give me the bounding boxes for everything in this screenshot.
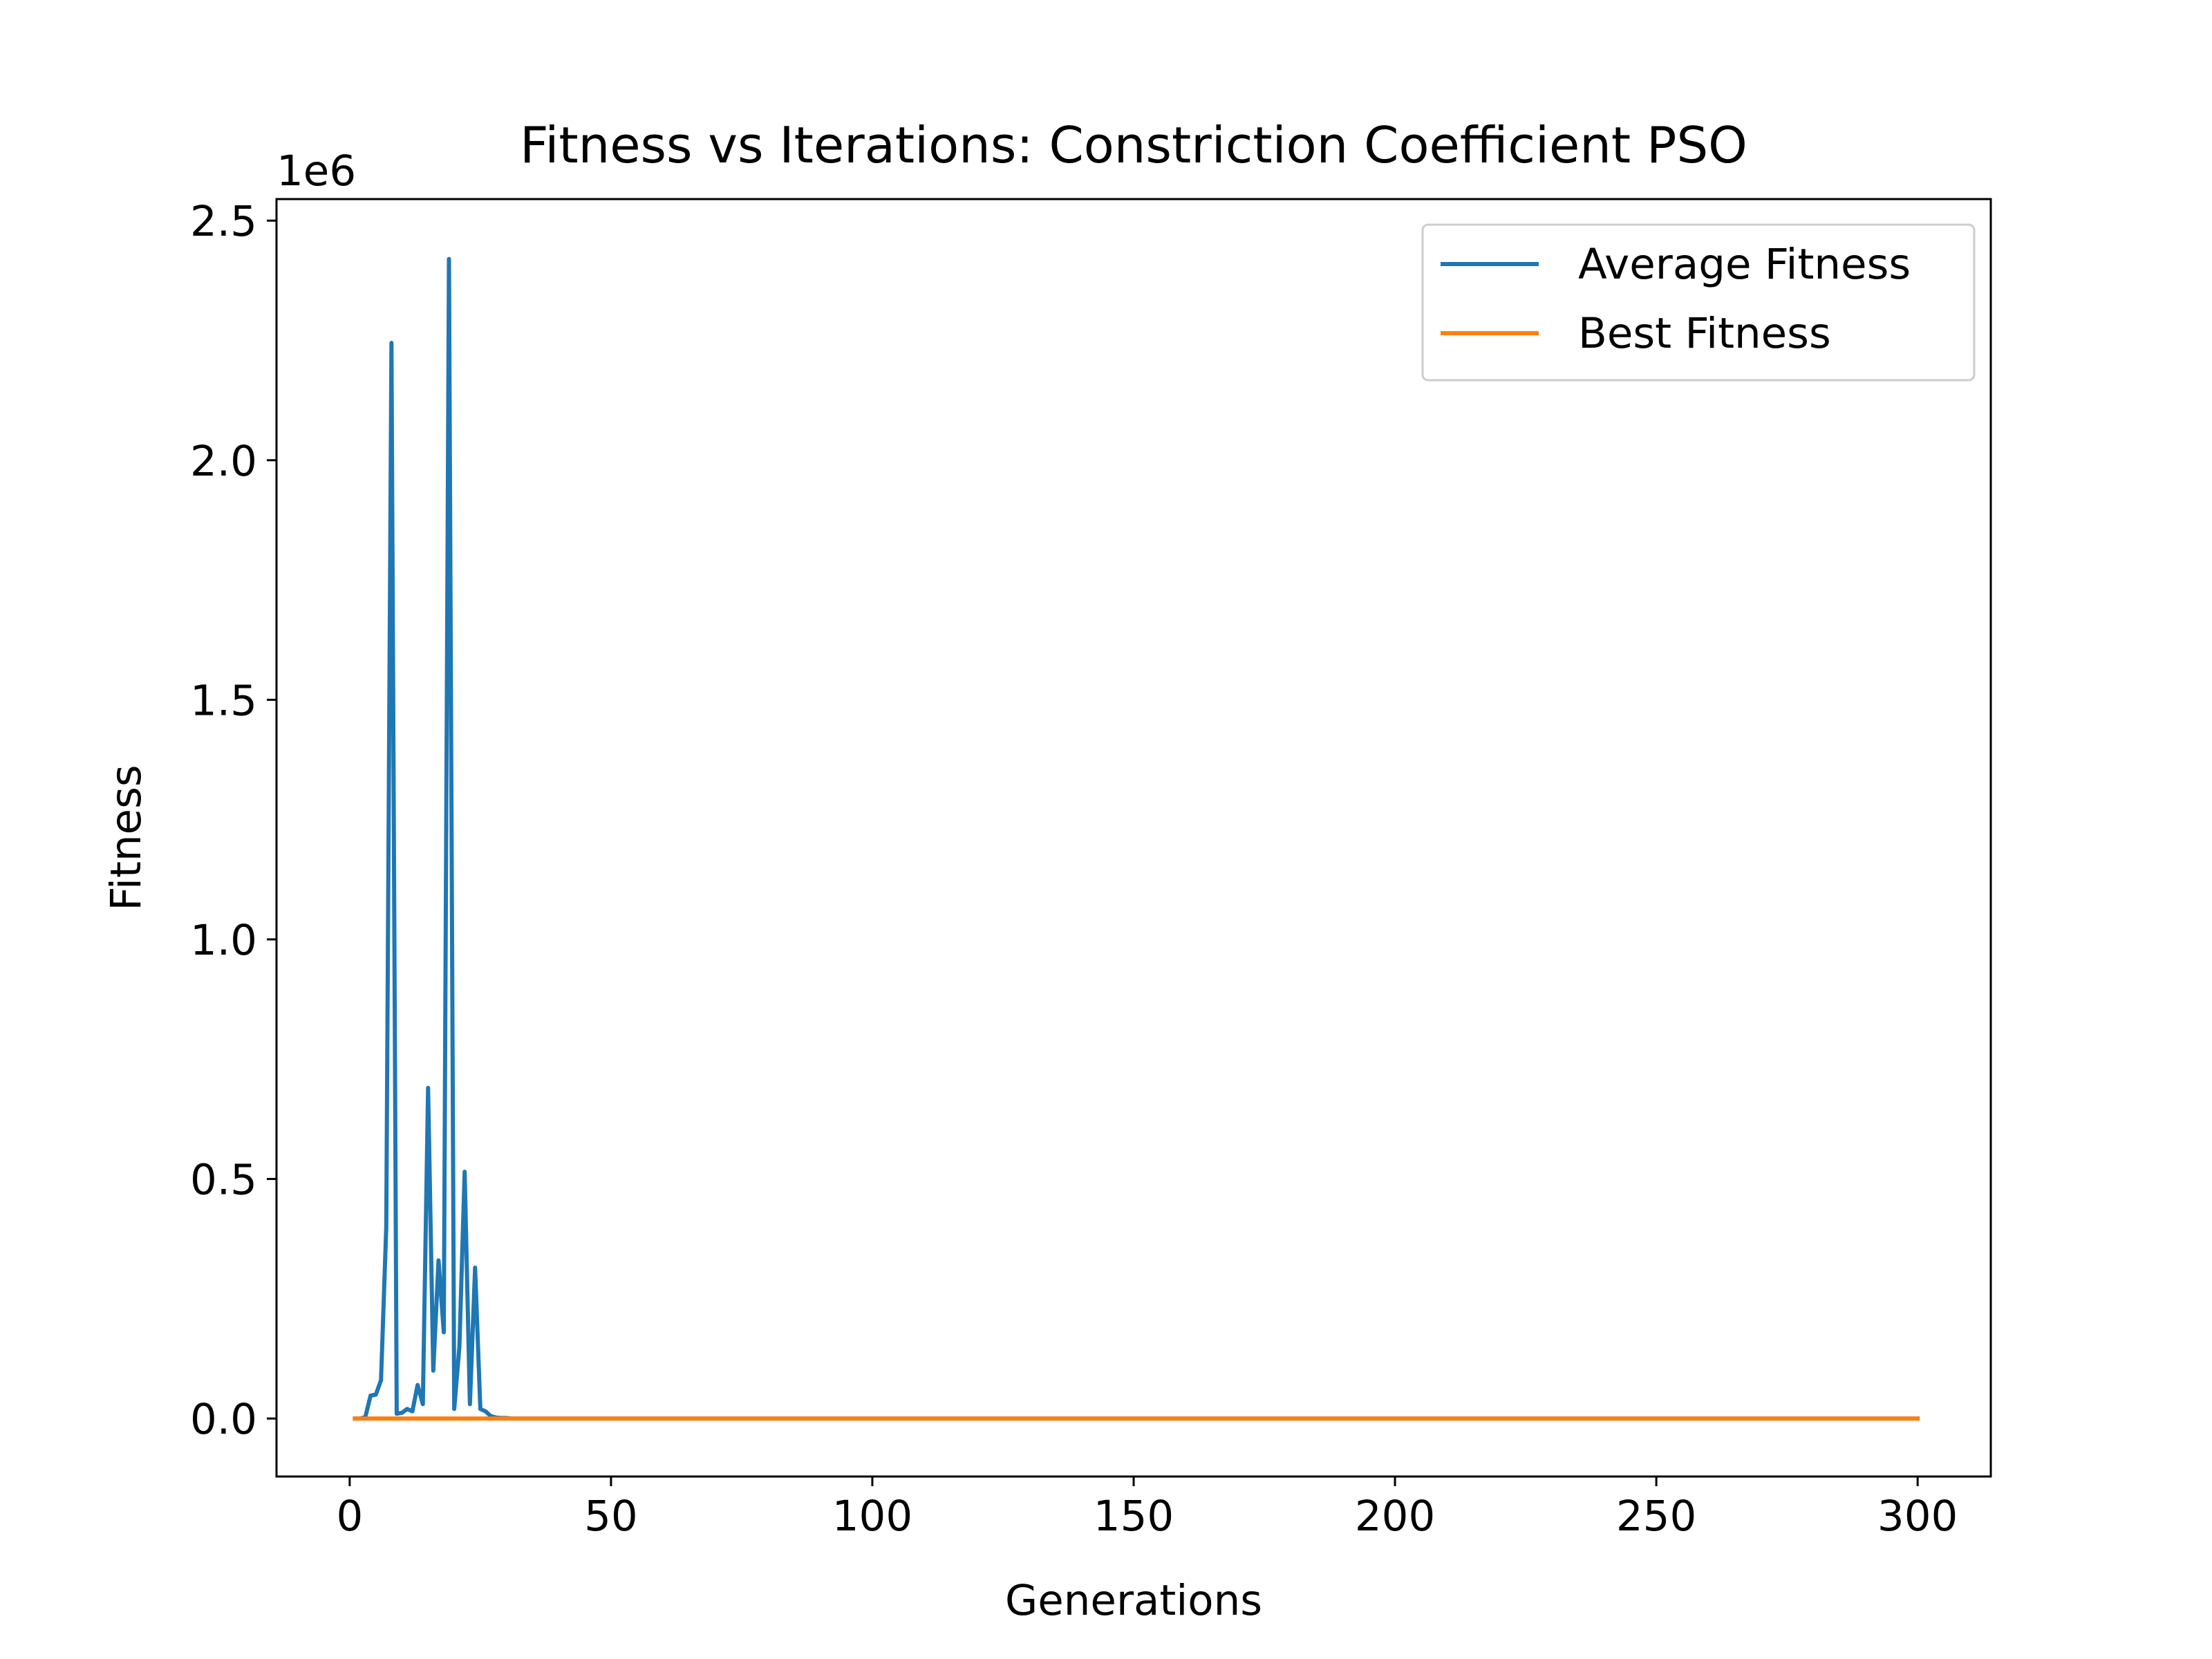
y-tick-label: 0.0 xyxy=(190,1395,257,1444)
x-tick-label: 200 xyxy=(1355,1492,1435,1541)
x-tick-label: 50 xyxy=(584,1492,638,1541)
y-tick-label: 1.5 xyxy=(190,676,257,725)
legend-box xyxy=(1421,223,1976,382)
tick-layer: 0 50 100 150 200 250 300 0.0 0.5 1.0 1.5 2.0 2.5 xyxy=(190,197,1958,1541)
chart-title: Fitness vs Iterations: Constriction Coef… xyxy=(520,116,1747,174)
y-axis-label: Fitness xyxy=(102,765,151,910)
y-tick-label: 1.0 xyxy=(190,916,257,965)
x-axis-label: Generations xyxy=(1005,1576,1262,1625)
x-tick-label: 250 xyxy=(1616,1492,1696,1541)
legend-label-average-fitness: Average Fitness xyxy=(1578,240,1911,289)
y-tick-label: 0.5 xyxy=(190,1156,257,1205)
legend-label-best-fitness: Best Fitness xyxy=(1578,309,1831,358)
x-tick-label: 150 xyxy=(1094,1492,1174,1541)
y-tick-label: 2.0 xyxy=(190,437,257,486)
legend: Average Fitness Best Fitness xyxy=(1421,223,1976,382)
x-tick-label: 0 xyxy=(336,1492,363,1541)
y-offset-label: 1e6 xyxy=(276,147,356,196)
x-tick-label: 100 xyxy=(832,1492,912,1541)
y-tick-label: 2.5 xyxy=(190,197,257,246)
series-layer xyxy=(353,256,1920,1421)
x-tick-label: 300 xyxy=(1877,1492,1958,1541)
